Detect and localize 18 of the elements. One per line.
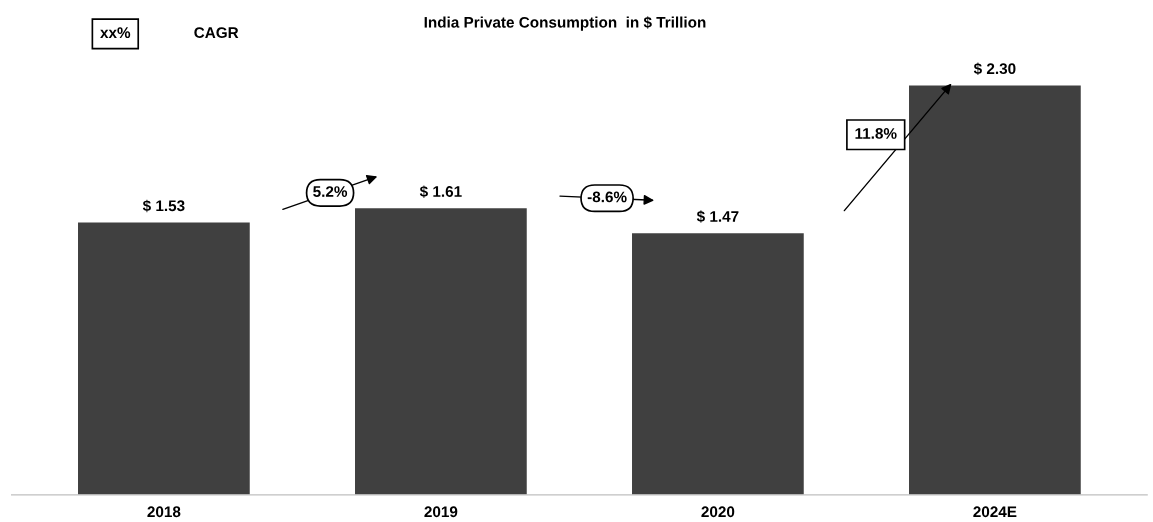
bar <box>909 85 1081 495</box>
annotation: 11.8% <box>855 128 897 139</box>
x-tick-label: 2020 <box>701 506 735 518</box>
chart-title: India Private Consumption in $ Trillion <box>424 16 706 31</box>
bar <box>632 233 804 495</box>
x-tick-label: 2018 <box>147 506 181 518</box>
bar <box>78 222 250 495</box>
bar <box>355 208 527 495</box>
data-label: $ 2.30 <box>973 62 1016 76</box>
x-tick-label: 2019 <box>424 506 458 518</box>
x-tick-label: 2024E <box>973 506 1017 518</box>
data-label: $ 1.53 <box>142 199 185 213</box>
text: xx% <box>100 27 131 38</box>
annotation: 5.2% <box>313 186 348 197</box>
data-label: $ 1.47 <box>696 210 739 223</box>
text: CAGR <box>194 27 239 39</box>
data-label: $ 1.61 <box>419 185 462 198</box>
annotation: -8.6% <box>587 191 627 203</box>
